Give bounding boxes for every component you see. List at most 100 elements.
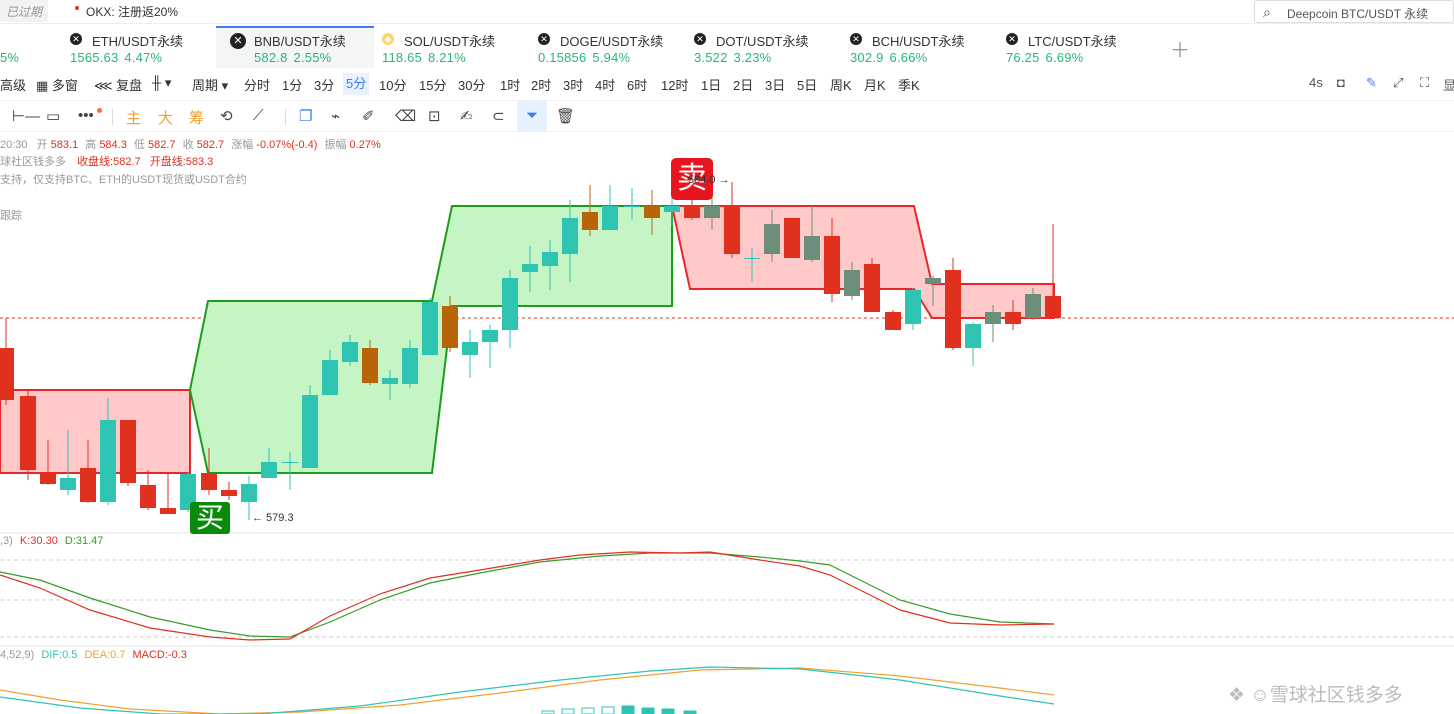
ticker-tab-sol[interactable]: ◆ SOL/USDT永续 118.65 8.21% — [374, 26, 530, 68]
period-2d[interactable]: 2日 — [733, 78, 754, 93]
search-box[interactable]: ⌕ Deepcoin BTC/USDT 永续 — [1254, 0, 1454, 23]
candle-body[interactable] — [241, 484, 257, 502]
ticker-tab-eth[interactable]: ✕ ETH/USDT永续 1565.63 4.47% — [60, 26, 216, 68]
more-icon[interactable]: ••• — [78, 107, 94, 124]
display-button[interactable]: 显 — [1443, 78, 1454, 93]
candle-body[interactable] — [664, 206, 680, 212]
period-10m[interactable]: 10分 — [379, 78, 407, 93]
eraser-icon[interactable]: ⌫ — [395, 108, 417, 125]
candle-body[interactable] — [602, 206, 618, 230]
period-3m[interactable]: 3分 — [314, 78, 335, 93]
ticker-tab-ltc[interactable]: ✕ LTC/USDT永续 76.25 6.69% — [998, 26, 1154, 68]
lock-icon[interactable]: ⊡ — [428, 108, 441, 125]
fullscreen-icon[interactable]: ⛶ — [1420, 75, 1430, 90]
period-dropdown[interactable]: 周期 ▾ — [192, 75, 228, 94]
candle-body[interactable] — [724, 206, 740, 254]
candle-body[interactable] — [0, 348, 14, 400]
candle-body[interactable] — [985, 312, 1001, 324]
period-3h[interactable]: 3时 — [563, 78, 584, 93]
candle-body[interactable] — [462, 342, 478, 355]
candle-body[interactable] — [221, 490, 237, 496]
camera-icon[interactable]: ◘ — [1337, 75, 1345, 90]
candle-body[interactable] — [864, 264, 880, 312]
candle-body[interactable] — [422, 302, 438, 355]
candle-body[interactable] — [744, 258, 760, 259]
trash-icon[interactable]: 🗑 — [556, 108, 576, 125]
candle-body[interactable] — [965, 324, 981, 348]
period-week[interactable]: 周K — [830, 78, 852, 93]
candle-body[interactable] — [40, 474, 56, 484]
candle-body[interactable] — [160, 508, 176, 514]
period-month[interactable]: 月K — [864, 78, 886, 93]
period-5m[interactable]: 5分 — [343, 73, 370, 95]
candle-body[interactable] — [20, 396, 36, 470]
period-1h[interactable]: 1时 — [500, 78, 521, 93]
candle-body[interactable] — [1045, 296, 1061, 318]
period-1d[interactable]: 1日 — [701, 78, 722, 93]
main-indicator-button[interactable]: 主 — [126, 110, 142, 127]
expand-icon[interactable]: ⤢ — [1393, 75, 1404, 90]
period-timeshare[interactable]: 分时 — [244, 78, 271, 93]
copy-icon[interactable]: ❐ — [299, 108, 313, 125]
candle-body[interactable] — [844, 270, 860, 296]
filter-icon[interactable]: ⏷ — [517, 101, 547, 131]
candle-body[interactable] — [120, 420, 136, 483]
multi-window-button[interactable]: ▦ 多窗 — [36, 75, 78, 94]
candle-body[interactable] — [784, 218, 800, 258]
chip-button[interactable]: 筹 — [189, 110, 205, 127]
candle-body[interactable] — [1025, 294, 1041, 318]
rectangle-icon[interactable]: ▭ — [46, 108, 61, 125]
replay-button[interactable]: ⋘ 复盘 — [94, 75, 142, 94]
candle-body[interactable] — [502, 278, 518, 330]
candle-body[interactable] — [885, 312, 901, 330]
ticker-tab-bnb[interactable]: ✕ BNB/USDT永续 582.8 2.55% — [216, 26, 374, 68]
candle-body[interactable] — [804, 236, 820, 260]
candle-body[interactable] — [824, 236, 840, 294]
candle-body[interactable] — [442, 306, 458, 348]
refresh-interval[interactable]: 4s — [1309, 75, 1323, 90]
edit-icon[interactable]: ✍ — [460, 108, 473, 125]
period-30m[interactable]: 30分 — [458, 78, 486, 93]
candle-body[interactable] — [542, 252, 558, 266]
candle-body[interactable] — [261, 462, 277, 478]
period-15m[interactable]: 15分 — [419, 78, 447, 93]
candle-body[interactable] — [201, 473, 217, 490]
candle-body[interactable] — [60, 478, 76, 490]
tracking-label[interactable]: 跟踪 — [0, 210, 22, 222]
candle-body[interactable] — [100, 420, 116, 502]
add-ticker-icon[interactable]: ＋ — [1170, 40, 1190, 62]
candle-body[interactable] — [140, 485, 156, 508]
candle-body[interactable] — [402, 348, 418, 384]
candle-body[interactable] — [684, 206, 700, 218]
candle-body[interactable] — [945, 270, 961, 348]
ticker-tab-doge[interactable]: ✕ DOGE/USDT永续 0.15856 5.94% — [530, 26, 686, 68]
candle-body[interactable] — [562, 218, 578, 254]
candle-body[interactable] — [362, 348, 378, 383]
brush-icon[interactable]: ✐ — [362, 108, 375, 125]
magnet-icon[interactable]: ⊂ — [492, 108, 505, 125]
period-1m[interactable]: 1分 — [282, 78, 303, 93]
period-6h[interactable]: 6时 — [627, 78, 648, 93]
promo-link[interactable]: OKX: 注册返20% — [86, 5, 179, 19]
horizontal-line-icon[interactable]: ⊢— — [12, 108, 41, 125]
measure-icon[interactable]: ⟋ — [253, 107, 264, 124]
candle-body[interactable] — [382, 378, 398, 384]
candle-body[interactable] — [644, 206, 660, 218]
candle-body[interactable] — [582, 212, 598, 230]
period-12h[interactable]: 12时 — [661, 78, 689, 93]
sync-icon[interactable]: ⟲ — [220, 108, 233, 125]
pen-icon[interactable]: ✎ — [1366, 75, 1377, 90]
candle-body[interactable] — [624, 206, 640, 207]
chart-type-button[interactable]: ╫ ▾ — [152, 75, 171, 91]
ticker-tab-partial[interactable]: 5% — [0, 26, 60, 68]
period-5d[interactable]: 5日 — [797, 78, 818, 93]
advanced-button[interactable]: 高级 — [0, 78, 27, 93]
period-2h[interactable]: 2时 — [531, 78, 552, 93]
candle-body[interactable] — [482, 330, 498, 342]
candle-body[interactable] — [322, 360, 338, 395]
period-4h[interactable]: 4时 — [595, 78, 616, 93]
candle-body[interactable] — [764, 224, 780, 254]
candle-body[interactable] — [704, 206, 720, 218]
ticker-tab-dot[interactable]: ✕ DOT/USDT永续 3.522 3.23% — [686, 26, 842, 68]
tag-icon[interactable]: ⌁ — [331, 108, 341, 125]
